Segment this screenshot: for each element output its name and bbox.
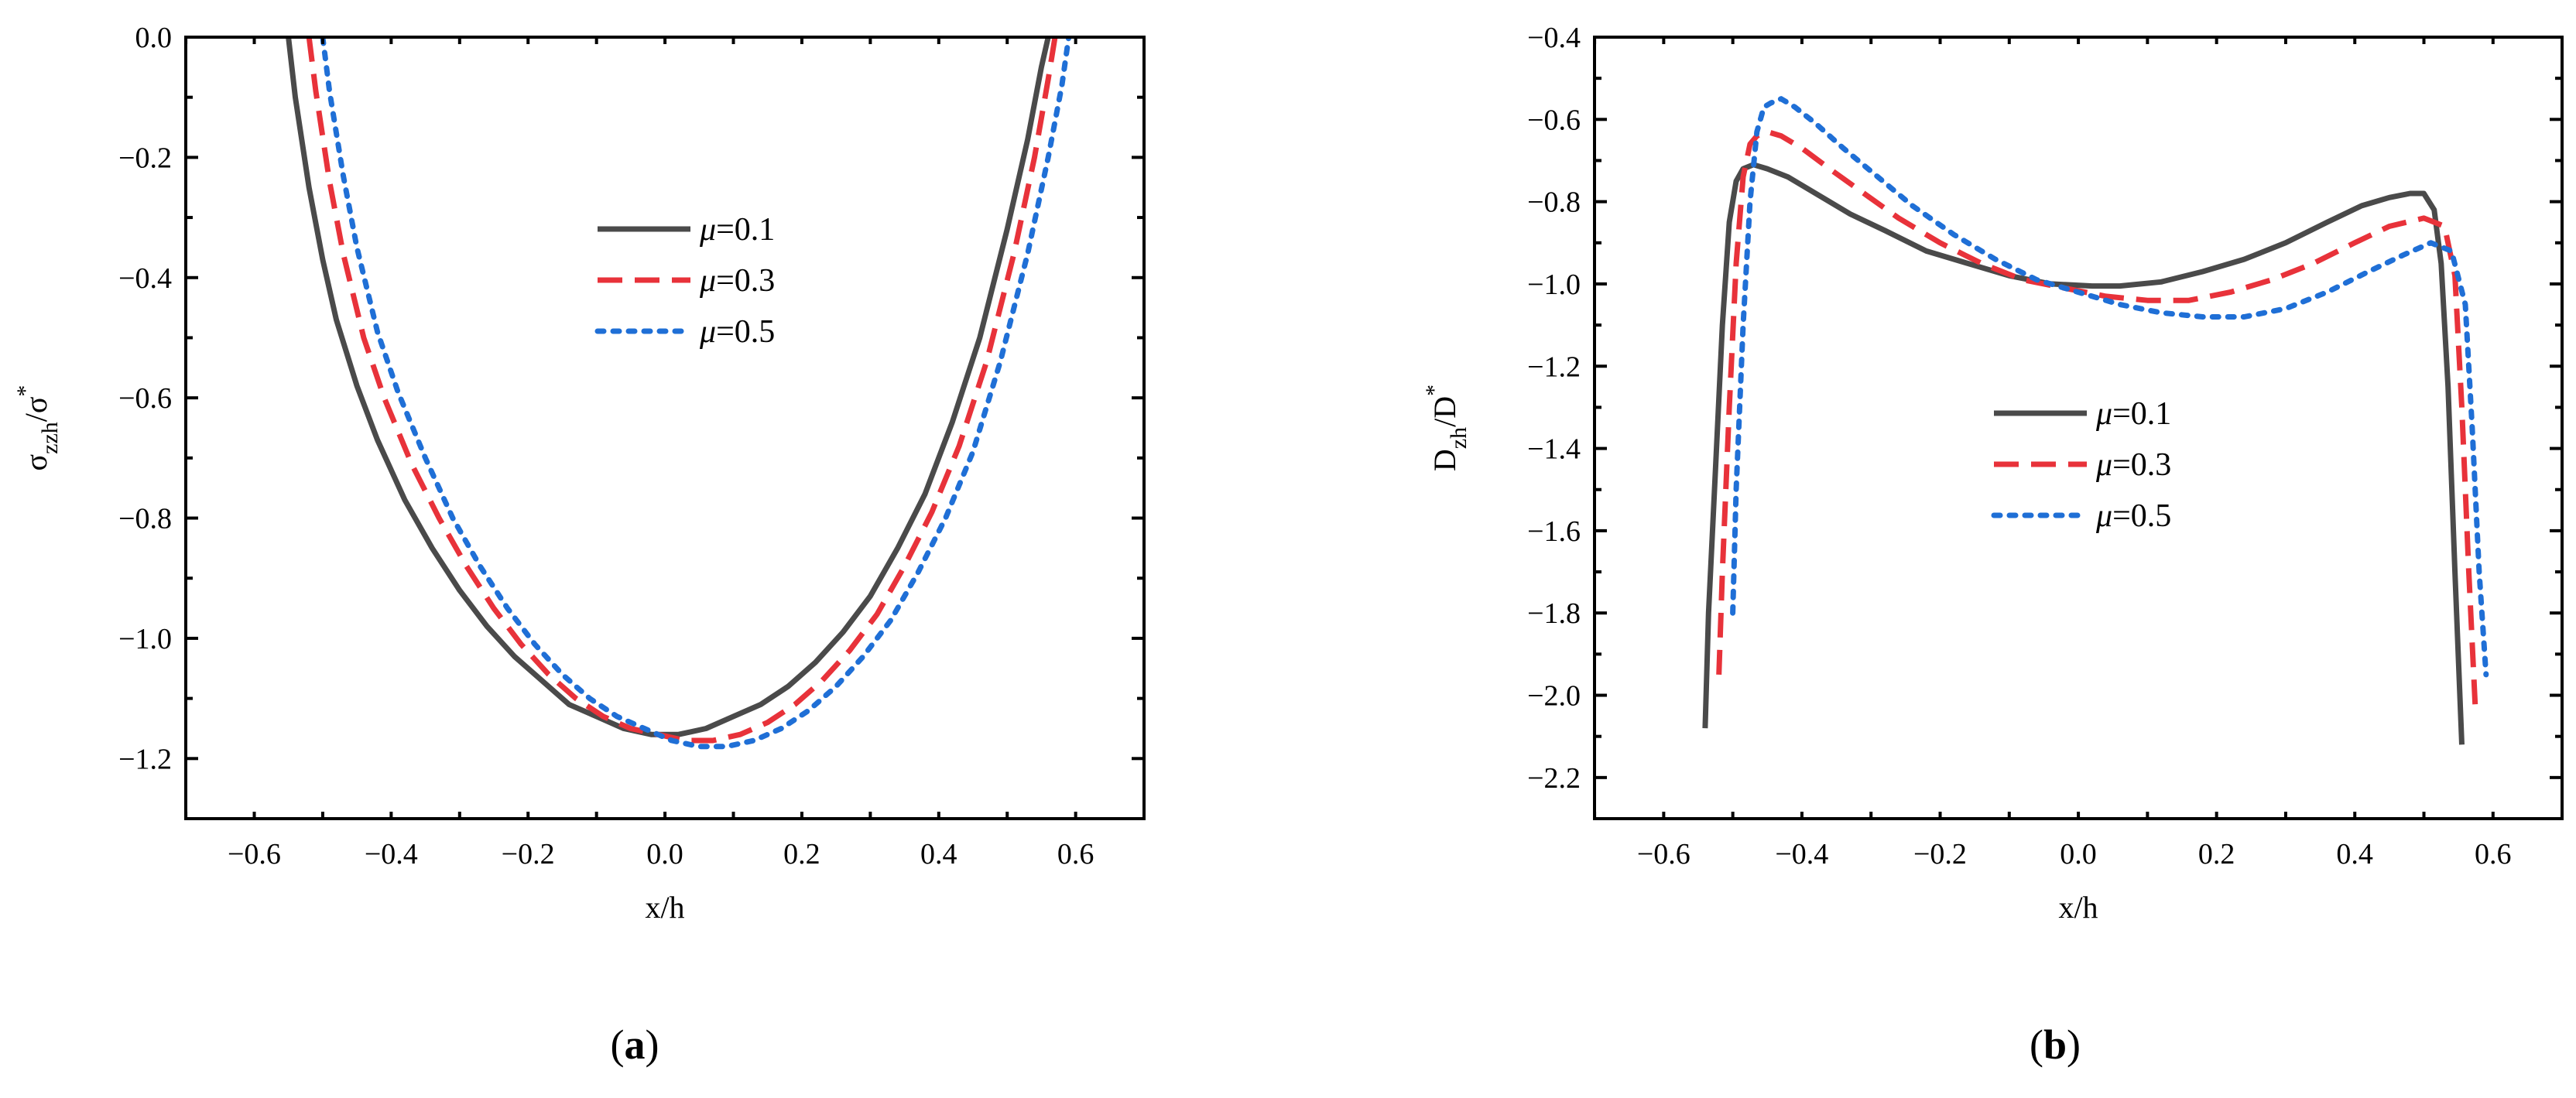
x-axis-label-a: x/h	[645, 890, 684, 925]
x-tick-label-b: −0.6	[1637, 838, 1690, 871]
y-tick-label-b: −0.8	[1527, 186, 1581, 219]
legend-label-a-1: μ=0.1	[699, 212, 775, 248]
legend-label-b-3: μ=0.5	[2095, 498, 2171, 534]
panel-label-b: (b)	[2030, 1021, 2081, 1068]
y-tick-label-b: −2.0	[1527, 680, 1581, 713]
y-tick-label-a: 0.0	[135, 22, 173, 54]
series-line-a-2	[306, 37, 1058, 744]
y-tick-label-b: −1.6	[1527, 515, 1581, 548]
y-axis-label-b: Dzh/D*	[1421, 385, 1471, 471]
plot-frame-a	[184, 36, 1146, 820]
legend-label-a-3: μ=0.5	[699, 314, 775, 350]
x-tick-label-b: −0.4	[1775, 838, 1828, 871]
y-tick-label-a: −0.4	[118, 262, 172, 295]
x-tick-label-b: 0.6	[2475, 838, 2512, 871]
legend-label-b-1: μ=0.1	[2095, 396, 2171, 432]
y-tick-label-b: −1.0	[1527, 269, 1581, 301]
y-tick-label-a: −0.2	[118, 142, 172, 174]
x-tick-label-b: 0.0	[2060, 838, 2097, 871]
y-tick-label-b: −1.2	[1527, 351, 1581, 383]
x-tick-label-a: −0.6	[228, 838, 281, 871]
y-tick-label-b: −1.8	[1527, 597, 1581, 630]
chart-panel-b: −0.6 −0.4 −0.2 0.0 0.2 0.4 0.6 −0.4 −0.6 −0.8 −1.0…	[1421, 22, 2564, 1068]
y-tick-label-a: −0.8	[118, 503, 172, 535]
chart-panel-a: −0.6 −0.4 −0.2 0.0 0.2 0.4 0.6 0.0 −0.2 −0.4 −0.6 −…	[12, 22, 1146, 1068]
x-tick-label-b: 0.2	[2198, 838, 2235, 871]
x-tick-label-b: −0.2	[1913, 838, 1967, 871]
x-tick-label-b: 0.4	[2336, 838, 2373, 871]
x-axis-label-b: x/h	[2058, 890, 2098, 925]
y-tick-label-b: −2.2	[1527, 762, 1581, 795]
x-tick-label-a: 0.0	[646, 838, 683, 871]
series-line-b-1	[1702, 162, 2465, 745]
y-tick-label-a: −1.2	[118, 743, 172, 775]
x-tick-label-a: 0.6	[1057, 838, 1094, 871]
y-tick-label-b: −0.6	[1527, 104, 1581, 136]
x-tick-label-a: −0.2	[502, 838, 555, 871]
x-tick-label-a: 0.4	[920, 838, 957, 871]
y-tick-label-a: −0.6	[118, 382, 172, 415]
y-tick-label-b: −1.4	[1527, 433, 1581, 466]
series-line-a-1	[286, 37, 1051, 737]
series-line-b-3	[1730, 96, 2489, 678]
series-line-a-3	[320, 37, 1072, 750]
y-axis-label-a: σzzh/σ*	[12, 385, 63, 471]
x-tick-label-a: −0.4	[365, 838, 418, 871]
series-line-b-2	[1716, 128, 2478, 717]
x-tick-label-a: 0.2	[783, 838, 820, 871]
y-tick-label-a: −1.0	[118, 623, 172, 655]
panel-label-a: (a)	[611, 1021, 659, 1068]
legend-label-b-2: μ=0.3	[2095, 447, 2171, 483]
y-tick-label-b: −0.4	[1527, 22, 1581, 54]
legend-label-a-2: μ=0.3	[699, 263, 775, 299]
